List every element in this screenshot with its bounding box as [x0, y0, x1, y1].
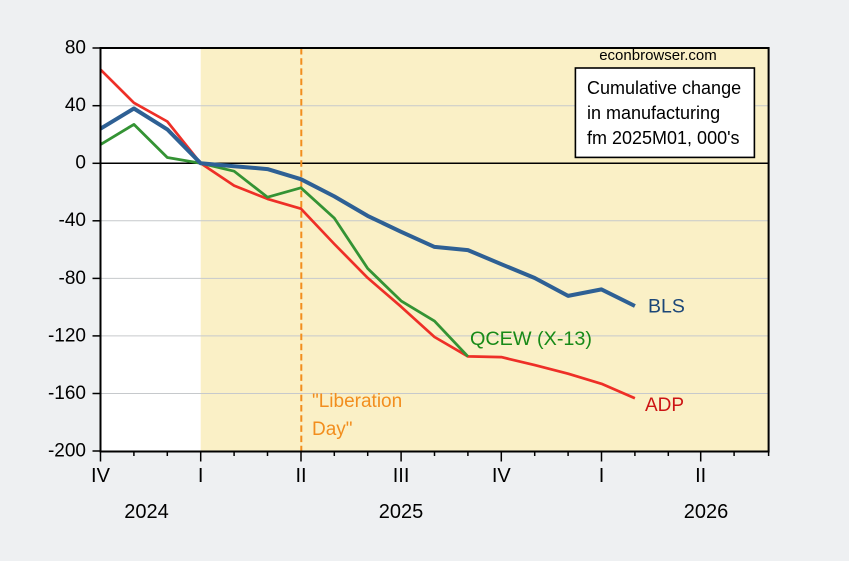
svg-text:40: 40 [65, 95, 86, 116]
svg-text:ADP: ADP [645, 395, 684, 416]
svg-text:in manufacturing: in manufacturing [587, 103, 720, 123]
svg-text:0: 0 [75, 153, 86, 174]
svg-text:fm 2025M01, 000's: fm 2025M01, 000's [587, 128, 740, 148]
svg-text:IV: IV [91, 465, 111, 487]
svg-text:-120: -120 [48, 325, 86, 346]
svg-text:"Liberation: "Liberation [312, 391, 402, 412]
svg-text:2026: 2026 [684, 501, 729, 523]
svg-text:III: III [393, 465, 410, 487]
svg-text:II: II [295, 465, 306, 487]
svg-text:80: 80 [65, 38, 86, 59]
svg-text:-200: -200 [48, 440, 86, 461]
svg-text:I: I [198, 465, 204, 487]
svg-text:QCEW (X-13): QCEW (X-13) [470, 328, 592, 350]
svg-text:2024: 2024 [124, 501, 169, 523]
svg-text:Cumulative change: Cumulative change [587, 78, 741, 98]
svg-text:-40: -40 [59, 210, 86, 231]
svg-text:2025: 2025 [379, 501, 424, 523]
svg-text:-80: -80 [59, 268, 86, 289]
svg-text:BLS: BLS [648, 296, 685, 318]
svg-text:II: II [695, 465, 706, 487]
svg-text:Day": Day" [312, 419, 353, 440]
svg-text:econbrowser.com: econbrowser.com [599, 47, 717, 64]
svg-text:I: I [599, 465, 605, 487]
svg-text:IV: IV [492, 465, 512, 487]
svg-text:-160: -160 [48, 383, 86, 404]
